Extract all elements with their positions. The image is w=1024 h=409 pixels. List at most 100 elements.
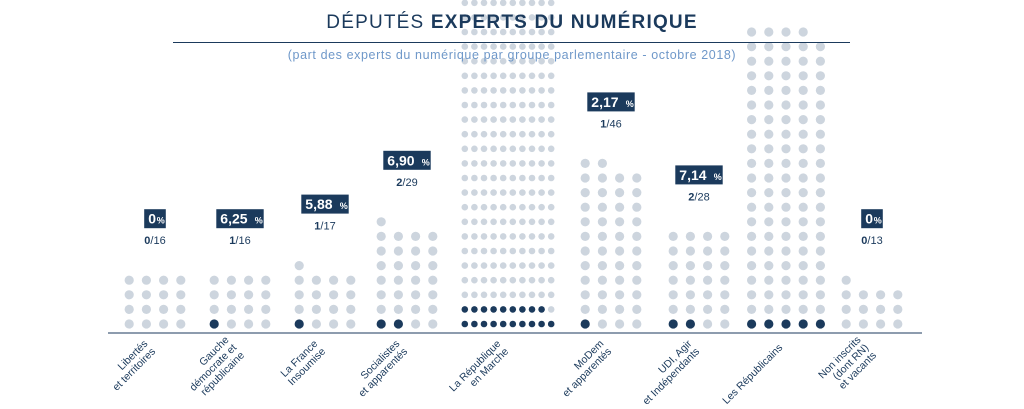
deputy-dot	[580, 290, 590, 300]
deputy-dot	[632, 188, 642, 198]
deputy-dot	[876, 304, 886, 314]
deputy-dot	[480, 189, 488, 196]
deputy-dot	[538, 174, 545, 182]
deputy-dot	[893, 319, 903, 329]
deputy-dot	[580, 304, 590, 314]
deputy-dot	[226, 304, 236, 314]
deputy-dot	[411, 246, 421, 256]
deputy-dot	[798, 144, 808, 154]
deputy-dot	[509, 0, 517, 7]
deputy-dot	[580, 202, 590, 212]
deputy-dot	[329, 319, 339, 329]
deputy-dot	[393, 246, 403, 256]
deputy-dot	[815, 100, 826, 110]
deputy-dot	[480, 0, 488, 7]
deputy-dot	[490, 291, 497, 299]
deputy-dot	[747, 261, 757, 271]
deputy-dot	[815, 71, 826, 81]
deputy-dot	[499, 203, 507, 211]
deputy-dot	[547, 145, 555, 153]
deputy-dot	[499, 28, 507, 36]
deputy-dot	[519, 0, 526, 7]
deputy-dot	[471, 233, 478, 240]
deputy-dot	[261, 319, 271, 329]
percentage-badge	[675, 165, 723, 185]
deputy-dot	[499, 130, 507, 138]
deputy-dot	[781, 115, 791, 125]
deputy-dot	[519, 145, 526, 153]
deputy-dot	[764, 85, 774, 95]
deputy-dot	[499, 0, 507, 7]
deputy-dot	[580, 158, 590, 168]
deputy-dot	[499, 174, 507, 182]
deputy-dot	[490, 233, 497, 240]
deputy-dot	[538, 262, 545, 269]
deputy-dot	[615, 246, 625, 256]
total-count: /17	[320, 221, 335, 233]
deputy-dot	[815, 56, 826, 66]
deputy-dot	[547, 203, 555, 211]
deputy-dot	[209, 290, 219, 300]
deputy-dot	[159, 290, 169, 300]
expert-dot	[580, 319, 590, 329]
deputy-dot	[499, 116, 507, 123]
deputy-dot	[471, 43, 478, 50]
deputy-dot	[480, 14, 488, 21]
deputy-dot	[781, 231, 791, 241]
category-label: UDI, Agiret Indépendants	[633, 338, 703, 408]
percentage-value: 6,25	[220, 211, 247, 227]
deputy-dot	[428, 304, 438, 314]
category-label: MoDemet apparentés	[552, 338, 614, 400]
deputy-dot	[329, 290, 339, 300]
expert-count: 1	[314, 221, 320, 233]
deputy-dot	[781, 202, 791, 212]
deputy-dot	[428, 246, 438, 256]
deputy-dot	[346, 290, 356, 300]
total-count: /28	[694, 191, 709, 203]
deputy-dot	[538, 116, 545, 123]
deputy-dot	[528, 28, 536, 36]
deputy-dot	[764, 188, 774, 198]
deputy-dot	[428, 319, 438, 329]
percentage-value: 6,90	[387, 152, 414, 168]
deputy-dot	[815, 158, 826, 168]
deputy-dot	[141, 304, 151, 314]
deputy-dot	[509, 57, 517, 65]
deputy-dot	[547, 233, 555, 240]
deputy-dot	[490, 276, 497, 284]
deputy-dot	[311, 304, 321, 314]
deputy-dot	[411, 275, 421, 285]
deputy-dot	[471, 101, 478, 109]
deputy-dot	[428, 275, 438, 285]
deputy-dot	[798, 129, 808, 139]
deputy-dot	[815, 304, 826, 314]
deputy-dot	[781, 42, 791, 52]
deputy-dot	[747, 158, 757, 168]
title-divider	[173, 42, 850, 43]
deputy-dot	[747, 202, 757, 212]
deputy-dot	[509, 262, 517, 269]
deputy-dot	[632, 202, 642, 212]
deputy-dot	[538, 189, 545, 196]
deputy-dot	[528, 43, 536, 50]
deputy-dot	[499, 189, 507, 196]
deputy-dot	[509, 43, 517, 50]
deputy-dot	[547, 57, 555, 65]
deputy-dot	[781, 173, 791, 183]
deputy-dot	[461, 247, 469, 255]
deputy-dot	[509, 218, 517, 226]
deputy-dot	[311, 319, 321, 329]
deputy-dot	[597, 261, 608, 271]
deputy-dot	[703, 319, 713, 329]
percentage-value: 0	[865, 211, 873, 227]
deputy-dot	[461, 116, 469, 123]
deputy-dot	[764, 231, 774, 241]
deputy-dot	[226, 275, 236, 285]
deputy-dot	[393, 290, 403, 300]
deputy-dot	[580, 231, 590, 241]
deputy-dot	[703, 261, 713, 271]
deputy-dot	[747, 85, 757, 95]
deputy-dot	[499, 87, 507, 94]
deputy-dot	[499, 43, 507, 50]
